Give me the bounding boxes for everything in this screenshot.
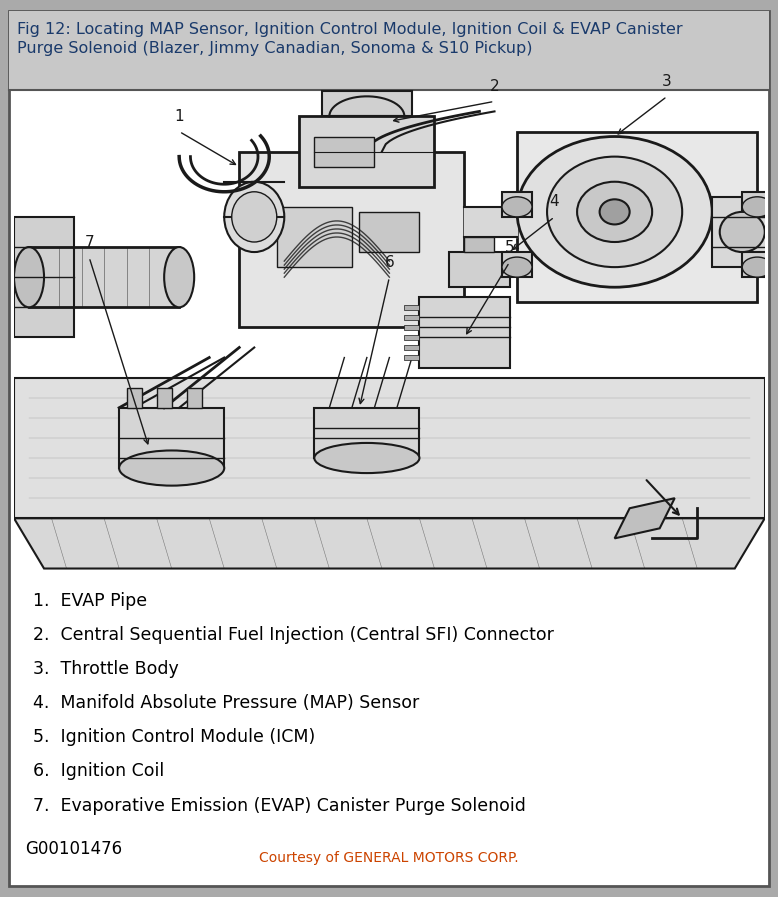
Ellipse shape — [14, 247, 44, 308]
Text: Fig 12: Locating MAP Sensor, Ignition Control Module, Ignition Coil & EVAP Canis: Fig 12: Locating MAP Sensor, Ignition Co… — [17, 22, 683, 57]
Ellipse shape — [502, 257, 532, 277]
Ellipse shape — [224, 182, 284, 252]
Text: G00101476: G00101476 — [25, 840, 122, 858]
Text: 6.  Ignition Coil: 6. Ignition Coil — [33, 762, 164, 780]
Bar — [405, 345, 419, 350]
Bar — [450, 252, 510, 287]
Text: 7: 7 — [84, 234, 94, 249]
Ellipse shape — [742, 257, 773, 277]
Bar — [405, 315, 419, 320]
Bar — [502, 252, 532, 277]
Text: 1.  EVAP Pipe: 1. EVAP Pipe — [33, 592, 147, 610]
Bar — [502, 192, 532, 217]
Ellipse shape — [742, 196, 773, 217]
Ellipse shape — [547, 157, 682, 267]
Bar — [742, 192, 773, 217]
Bar — [464, 237, 495, 252]
Ellipse shape — [600, 199, 629, 224]
Bar — [239, 152, 464, 327]
Bar — [300, 117, 434, 187]
Text: Courtesy of GENERAL MOTORS CORP.: Courtesy of GENERAL MOTORS CORP. — [259, 850, 519, 865]
Text: 5: 5 — [505, 239, 514, 255]
Bar — [405, 355, 419, 360]
Bar — [187, 388, 202, 408]
Bar — [314, 136, 374, 167]
Bar — [9, 11, 769, 90]
Ellipse shape — [164, 247, 194, 308]
Ellipse shape — [119, 450, 224, 485]
Text: 2.  Central Sequential Fuel Injection (Central SFI) Connector: 2. Central Sequential Fuel Injection (Ce… — [33, 626, 554, 644]
Text: 7.  Evaporative Emission (EVAP) Canister Purge Solenoid: 7. Evaporative Emission (EVAP) Canister … — [33, 797, 526, 814]
Ellipse shape — [502, 196, 532, 217]
Bar — [405, 325, 419, 330]
Bar — [14, 217, 74, 337]
Text: 3.  Throttle Body: 3. Throttle Body — [33, 660, 178, 678]
Text: 1: 1 — [174, 109, 184, 124]
Bar — [322, 91, 412, 117]
Bar — [127, 388, 142, 408]
Bar — [314, 408, 419, 458]
Bar — [712, 196, 773, 267]
Ellipse shape — [517, 136, 712, 287]
Text: 4: 4 — [550, 195, 559, 209]
Polygon shape — [615, 498, 675, 538]
Ellipse shape — [314, 443, 419, 473]
Text: 2: 2 — [489, 79, 499, 94]
Ellipse shape — [720, 212, 765, 252]
Text: 3: 3 — [662, 74, 672, 89]
Bar — [517, 132, 757, 302]
Bar — [14, 378, 765, 518]
Ellipse shape — [232, 192, 277, 242]
Bar — [405, 305, 419, 309]
Bar — [119, 408, 224, 468]
Bar — [359, 212, 419, 252]
Bar — [156, 388, 172, 408]
Polygon shape — [14, 518, 765, 569]
Text: 5.  Ignition Control Module (ICM): 5. Ignition Control Module (ICM) — [33, 728, 315, 746]
Bar — [419, 297, 510, 368]
Text: 4.  Manifold Absolute Pressure (MAP) Sensor: 4. Manifold Absolute Pressure (MAP) Sens… — [33, 694, 419, 712]
Bar — [742, 252, 773, 277]
Text: 6: 6 — [384, 255, 394, 270]
Ellipse shape — [577, 182, 652, 242]
Bar — [277, 207, 352, 267]
Bar — [405, 335, 419, 340]
